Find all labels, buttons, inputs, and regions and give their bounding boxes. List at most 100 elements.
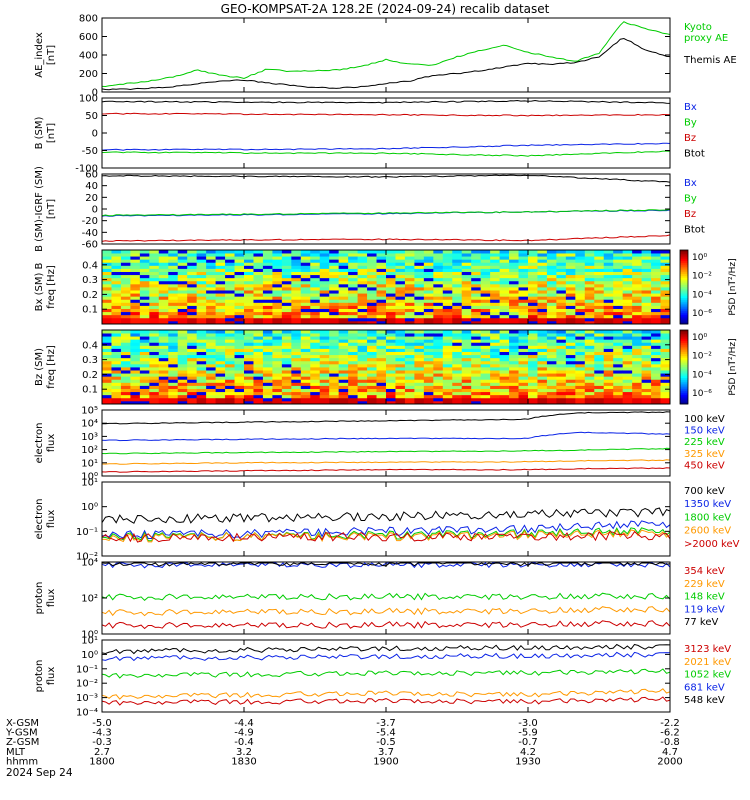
spectrogram-cell (102, 354, 112, 359)
spectrogram-cell (215, 287, 226, 291)
spectrogram-cell (404, 277, 415, 282)
spectrogram-cell (376, 311, 387, 316)
spectrogram-cell (546, 320, 557, 325)
colorbar-segment (680, 257, 688, 260)
spectrogram-cell (594, 382, 605, 386)
spectrogram-cell (215, 391, 226, 396)
spectrogram-cell (537, 397, 548, 402)
spectrogram-cell (404, 400, 415, 405)
spectrogram-cell (442, 314, 453, 319)
spectrogram-cell (660, 262, 671, 266)
spectrogram-cell (130, 280, 141, 285)
spectrogram-cell (556, 360, 567, 365)
y-tick-label: 10⁰ (81, 472, 98, 483)
spectrogram-cell (158, 400, 169, 405)
spectrogram-cell (367, 351, 377, 356)
spectrogram-cell (338, 274, 349, 279)
spectrogram-cell (452, 268, 463, 272)
spectrogram-cell (509, 271, 519, 276)
spectrogram-cell (111, 299, 122, 303)
spectrogram-cell (319, 342, 330, 346)
spectrogram-cell (423, 250, 434, 254)
spectrogram-cell (196, 367, 207, 371)
spectrogram-cell (357, 373, 368, 377)
spectrogram-cell (310, 394, 321, 399)
spectrogram-cell (414, 351, 425, 356)
spectrogram-cell (291, 314, 302, 319)
spectrogram-cell (262, 357, 273, 362)
spectrogram-cell (575, 357, 586, 362)
spectrogram-cell (329, 357, 340, 362)
spectrogram-cell (546, 274, 557, 279)
spectrogram-cell (367, 305, 377, 309)
spectrogram-cell (111, 268, 122, 272)
spectrogram-cell (651, 293, 661, 297)
spectrogram-cell (206, 394, 216, 399)
spectrogram-cell (575, 376, 586, 380)
spectrogram-cell (348, 262, 358, 266)
spectrogram-cell (158, 360, 169, 365)
spectrogram-cell (329, 370, 340, 374)
spectrogram-cell (386, 274, 396, 279)
spectrogram-cell (386, 376, 396, 380)
spectrogram-cell (367, 345, 377, 349)
spectrogram-cell (622, 379, 633, 383)
spectrogram-cell (272, 360, 283, 365)
legend-entry: 3123 keV (684, 644, 731, 655)
spectrogram-cell (546, 287, 557, 291)
spectrogram-cell (348, 330, 358, 334)
spectrogram-cell (499, 345, 510, 349)
spectrogram-cell (452, 348, 463, 352)
spectrogram-cell (149, 394, 160, 399)
spectrogram-cell (575, 320, 586, 325)
spectrogram-cell (319, 280, 330, 285)
spectrogram-cell (518, 382, 529, 386)
spectrogram-cell (499, 376, 510, 380)
colorbar-segment (680, 330, 688, 333)
spectrogram-cell (613, 259, 624, 263)
legend-entry: >2000 keV (684, 539, 740, 550)
spectrogram-cell (546, 376, 557, 380)
spectrogram-cell (404, 397, 415, 402)
spectrogram-cell (130, 256, 141, 260)
spectrogram-cell (575, 330, 586, 334)
spectrogram-cell (404, 253, 415, 257)
spectrogram-cell (452, 379, 463, 383)
spectrogram-cell (528, 385, 538, 389)
spectrogram-cell (281, 302, 292, 306)
spectrogram-cell (651, 290, 661, 294)
spectrogram-cell (319, 299, 330, 303)
spectrogram-cell (395, 320, 406, 325)
spectrogram-cell (622, 400, 633, 405)
spectrogram-cell (528, 317, 538, 322)
spectrogram-cell (565, 296, 576, 300)
spectrogram-cell (518, 262, 529, 266)
spectrogram-cell (376, 373, 387, 377)
spectrogram-cell (102, 262, 112, 266)
spectrogram-cell (641, 311, 652, 316)
spectrogram-cell (537, 330, 548, 334)
spectrogram-cell (395, 268, 406, 272)
spectrogram-cell (509, 296, 519, 300)
spectrogram-cell (565, 268, 576, 272)
spectrogram-cell (367, 379, 377, 383)
spectrogram-cell (471, 256, 482, 260)
spectrogram-cell (641, 397, 652, 402)
spectrogram-cell (196, 354, 207, 359)
spectrogram-cell (225, 348, 235, 352)
spectrogram-cell (177, 360, 188, 365)
spectrogram-cell (348, 388, 358, 393)
spectrogram-cell (603, 314, 614, 319)
spectrogram-cell (158, 394, 169, 399)
spectrogram-cell (139, 296, 150, 300)
spectrogram-cell (225, 376, 235, 380)
spectrogram-cell (594, 385, 605, 389)
spectrogram-cell (139, 283, 150, 288)
spectrogram-cell (471, 391, 482, 396)
spectrogram-cell (490, 357, 500, 362)
spectrogram-cell (575, 308, 586, 313)
spectrogram-cell (556, 277, 567, 282)
spectrogram-cell (423, 293, 434, 297)
spectrogram-cell (480, 277, 491, 282)
spectrogram-cell (234, 357, 245, 362)
